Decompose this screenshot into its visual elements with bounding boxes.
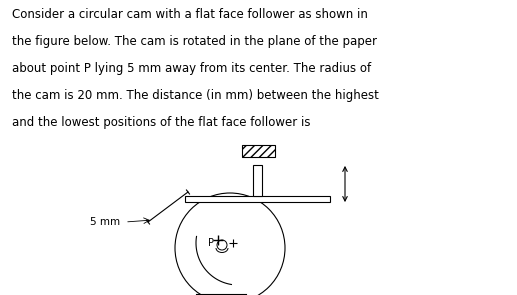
Text: about point P lying 5 mm away from its center. The radius of: about point P lying 5 mm away from its c…	[12, 62, 371, 75]
Text: Consider a circular cam with a flat face follower as shown in: Consider a circular cam with a flat face…	[12, 8, 368, 21]
Text: 5 mm: 5 mm	[90, 217, 120, 227]
Text: the figure below. The cam is rotated in the plane of the paper: the figure below. The cam is rotated in …	[12, 35, 377, 48]
Text: P: P	[208, 238, 214, 248]
Text: and the lowest positions of the flat face follower is: and the lowest positions of the flat fac…	[12, 116, 311, 129]
Bar	[242, 145, 275, 157]
Bar	[196, 294, 246, 295]
Text: the cam is 20 mm. The distance (in mm) between the highest: the cam is 20 mm. The distance (in mm) b…	[12, 89, 379, 102]
Bar	[185, 196, 330, 202]
Bar	[253, 165, 262, 196]
